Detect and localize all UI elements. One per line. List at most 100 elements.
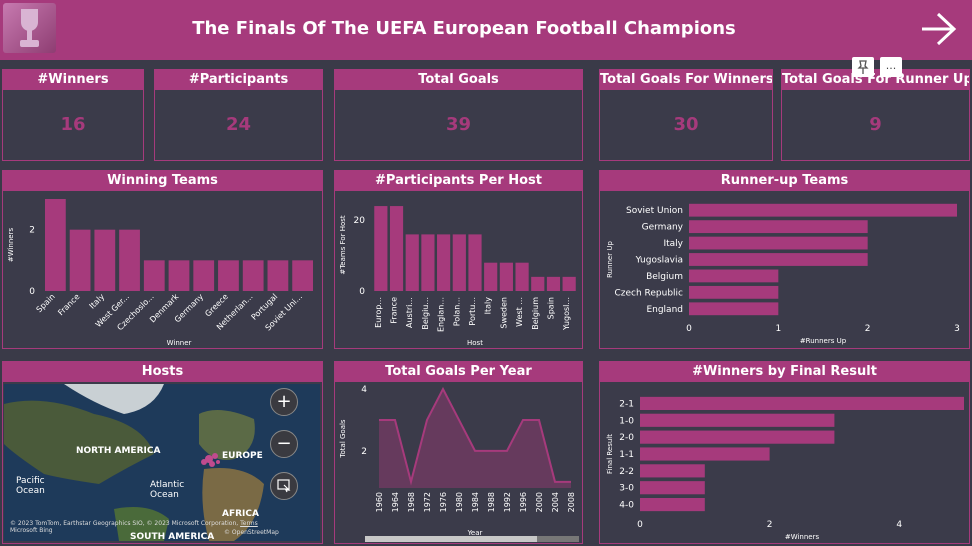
- bar: [44, 199, 66, 291]
- x-tick-label: 4: [896, 520, 902, 530]
- chart-title: Total Goals Per Year: [335, 362, 582, 382]
- bar: [193, 260, 215, 291]
- x-tick-label: 0: [637, 520, 643, 530]
- map-label-africa: AFRICA: [222, 509, 259, 519]
- x-tick-label: 1984: [471, 492, 480, 512]
- chart-title: Hosts: [3, 362, 322, 382]
- x-tick-label: 1964: [391, 492, 400, 512]
- page-title: The Finals Of The UEFA European Football…: [192, 18, 736, 39]
- map-label-south-america: SOUTH AMERICA: [130, 532, 215, 541]
- category-label: 2-1: [619, 399, 634, 409]
- bar: [689, 302, 779, 316]
- chart-title: Runner-up Teams: [600, 171, 969, 191]
- y-tick-label: 20: [354, 216, 366, 226]
- select-cursor-icon: [277, 479, 291, 493]
- category-label: England: [646, 305, 683, 315]
- x-tick-label: Italy: [484, 297, 493, 315]
- chart-panel-participants-per-host: #Participants Per Host 0 20 Europ... France…: [334, 170, 583, 349]
- x-axis-title: #Runners Up: [800, 337, 847, 345]
- pin-icon: [857, 60, 869, 74]
- x-tick-label: Polan...: [452, 297, 461, 326]
- trophy-logo: [3, 3, 56, 53]
- chart-panel-runner-up: Runner-up Teams Soviet Union Germany Italy…: [599, 170, 970, 349]
- osm-link[interactable]: © OpenStreetMap: [224, 529, 279, 536]
- x-tick-label: France: [56, 292, 81, 317]
- y-axis-title: Final Result: [606, 434, 614, 474]
- map-label-atlantic: Atlantic Ocean: [150, 480, 185, 500]
- y-axis-title: Runner Up: [606, 241, 614, 278]
- x-tick-label: Yugosl...: [562, 297, 571, 331]
- hosts-map[interactable]: NORTH AMERICA EUROPE Pacific Ocean Atlan…: [4, 384, 320, 541]
- chart-title: #Participants Per Host: [335, 171, 582, 191]
- pin-visual-button[interactable]: [852, 57, 874, 77]
- kpi-value: 39: [445, 114, 472, 135]
- y-tick-label: 0: [29, 287, 35, 297]
- bar: [689, 220, 868, 234]
- x-tick-label: 1980: [455, 492, 464, 512]
- y-tick-label: 2: [29, 226, 35, 236]
- bar: [640, 464, 705, 478]
- bar: [468, 234, 482, 291]
- bar: [94, 229, 116, 291]
- category-label: 2-0: [619, 433, 634, 443]
- x-tick-label: 1992: [503, 492, 512, 512]
- map-land: [4, 384, 264, 541]
- category-label: Yugoslavia: [635, 256, 683, 266]
- x-axis-title: Host: [467, 339, 483, 347]
- y-axis-title: #Teams For Host: [339, 215, 347, 275]
- horizontal-scrollbar[interactable]: [365, 536, 579, 542]
- category-label: Soviet Union: [626, 206, 683, 216]
- area-fill: [379, 389, 571, 488]
- runner-up-chart: Soviet Union Germany Italy Yugoslavia Belgiu…: [606, 203, 960, 345]
- kpi-label: Total Goals For Runner Up: [782, 70, 969, 90]
- terms-link[interactable]: Terms: [240, 520, 258, 527]
- bar: [562, 276, 576, 291]
- bar: [374, 206, 388, 291]
- bar: [484, 262, 498, 291]
- arrow-right-icon[interactable]: [918, 10, 960, 48]
- x-tick-label: 1996: [519, 492, 528, 512]
- x-tick-label: 2: [865, 324, 871, 334]
- bar: [689, 253, 868, 266]
- y-tick-label: 4: [361, 385, 367, 395]
- kpi-card-goals-runner-up: Total Goals For Runner Up 9: [781, 69, 970, 161]
- x-tick-label: 1960: [375, 492, 384, 512]
- x-tick-label: Europ...: [374, 297, 383, 328]
- selection-tool-button[interactable]: [270, 472, 298, 500]
- kpi-value: 30: [673, 114, 699, 135]
- chart-panel-goals-per-year: Total Goals Per Year 2 4 1960 1964 1968 1972 1…: [334, 361, 583, 544]
- winners-by-result-chart: 2-1 1-0 2-0 1-1 2-2 3-0 4-00 2 4 Final Result #Win…: [606, 396, 964, 541]
- bar: [689, 285, 779, 299]
- kpi-label: #Winners: [3, 70, 143, 90]
- x-tick-label: France: [390, 297, 399, 324]
- chart-title: #Winners by Final Result: [600, 362, 969, 382]
- bar: [405, 234, 419, 291]
- x-tick-label: 2004: [551, 492, 560, 512]
- zoom-out-button[interactable]: −: [270, 430, 298, 458]
- bar: [531, 276, 545, 291]
- map-label-north-america: NORTH AMERICA: [76, 446, 161, 456]
- x-tick-label: 3: [954, 324, 960, 334]
- bar: [640, 481, 705, 495]
- x-tick-label: West ...: [515, 297, 524, 327]
- kpi-label: #Participants: [155, 70, 322, 90]
- x-axis-title: #Winners: [785, 533, 820, 541]
- x-tick-label: Belgiu...: [421, 297, 430, 330]
- more-options-button[interactable]: ...: [880, 57, 902, 77]
- bar: [119, 229, 140, 291]
- map-copyright: © 2023 TomTom, Earthstar Geographics SIO…: [10, 520, 258, 527]
- x-tick-label: 2: [767, 520, 773, 530]
- bar: [546, 276, 561, 291]
- bar: [143, 260, 165, 291]
- category-label: Italy: [663, 239, 683, 249]
- x-tick-label: 2008: [567, 492, 576, 512]
- kpi-value: 16: [60, 114, 86, 135]
- bar: [389, 206, 404, 291]
- bar: [168, 260, 190, 291]
- zoom-in-button[interactable]: +: [270, 388, 298, 416]
- x-tick-label: Portu...: [468, 297, 477, 326]
- series-line: [379, 386, 571, 486]
- map-label-europe: EUROPE: [222, 451, 263, 461]
- scrollbar-thumb[interactable]: [365, 536, 537, 542]
- category-label: 1-1: [619, 450, 634, 460]
